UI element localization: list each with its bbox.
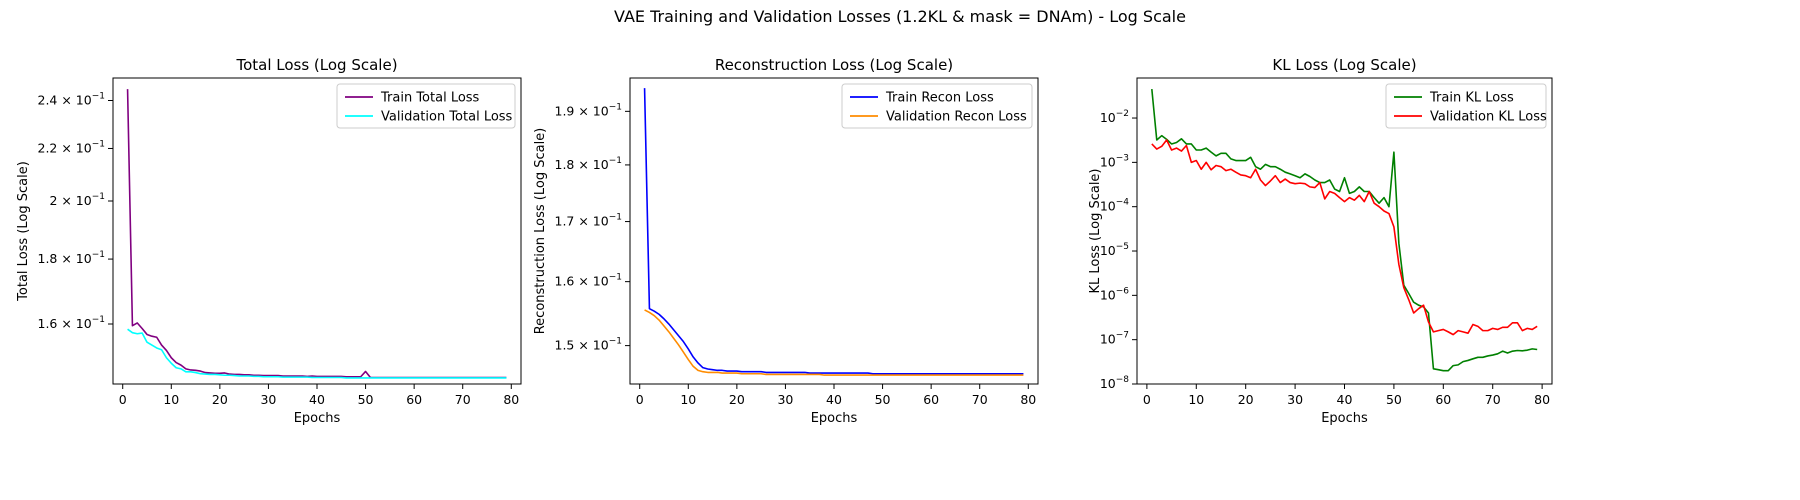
- legend: Train KL Loss Validation KL Loss: [1385, 83, 1547, 129]
- series-line-train-kl-loss: [1151, 89, 1538, 372]
- x-tick-label: 80: [1020, 392, 1036, 407]
- x-tick-label: 30: [1287, 392, 1303, 407]
- x-tick-label: 50: [1386, 392, 1402, 407]
- plot-frame: [112, 77, 522, 385]
- y-tick-label: 1.5 × 10−1: [555, 337, 623, 353]
- chart-panel-3: KL Loss (Log Scale) 0 10 20 30 40 50 60 70 80 10−8…: [1088, 56, 1553, 426]
- y-tick-label: 1.8 × 10−1: [555, 156, 623, 172]
- series-line-train-total-loss: [126, 89, 507, 379]
- x-tick-label: 80: [1534, 392, 1550, 407]
- chart-title: Total Loss (Log Scale): [235, 56, 397, 74]
- y-tick-label: 2 × 10−1: [49, 192, 105, 208]
- legend-entry: Train KL Loss: [1429, 91, 1514, 106]
- chart-title: Reconstruction Loss (Log Scale): [715, 56, 953, 74]
- y-tick-label: 1.9 × 10−1: [555, 102, 623, 118]
- chart-panel-2: Reconstruction Loss (Log Scale) 0 10 20 30 40…: [533, 56, 1039, 426]
- legend-entry: Validation Total Loss: [381, 110, 513, 125]
- legend-entry: Train Recon Loss: [885, 91, 994, 106]
- x-tick-label: 0: [1143, 392, 1151, 407]
- y-axis-label: Reconstruction Loss (Log Scale): [533, 128, 548, 335]
- chart-panel-1: Total Loss (Log Scale) 0 10 20 30 40 50 60 70 80 1…: [16, 56, 522, 426]
- y-axis-label: KL Loss (Log Scale): [1088, 168, 1103, 293]
- x-tick-label: 20: [1238, 392, 1254, 407]
- series-line-validation-recon-loss: [644, 309, 1024, 376]
- x-tick-label: 40: [826, 392, 842, 407]
- x-tick-label: 50: [358, 392, 374, 407]
- y-tick-label: 1.6 × 10−1: [555, 273, 623, 289]
- series-line-train-recon-loss: [643, 88, 1024, 375]
- x-tick-label: 20: [212, 392, 228, 407]
- y-tick-label: 2.2 × 10−1: [38, 139, 106, 155]
- y-tick-label: 10−4: [1100, 198, 1129, 214]
- x-tick-label: 40: [309, 392, 325, 407]
- plot-frame: [1136, 77, 1553, 385]
- x-tick-label: 10: [163, 392, 179, 407]
- y-tick-label: 10−6: [1100, 286, 1129, 302]
- x-tick-label: 30: [777, 392, 793, 407]
- x-tick-label: 80: [503, 392, 519, 407]
- x-axis-label: Epochs: [811, 411, 858, 426]
- chart-panels: Total Loss (Log Scale) 0 10 20 30 40 50 60 70 80 1…: [16, 56, 1553, 426]
- y-tick-label: 10−5: [1100, 242, 1129, 258]
- y-tick-label: 10−7: [1100, 331, 1129, 347]
- y-tick-label: 1.7 × 10−1: [555, 213, 623, 229]
- x-tick-label: 40: [1337, 392, 1353, 407]
- x-tick-label: 60: [406, 392, 422, 407]
- y-tick-label: 10−3: [1100, 153, 1129, 169]
- legend-box: [1385, 83, 1547, 129]
- x-tick-label: 0: [119, 392, 127, 407]
- legend-entry: Validation KL Loss: [1430, 110, 1547, 125]
- chart-title: KL Loss (Log Scale): [1272, 56, 1416, 74]
- legend: Train Recon Loss Validation Recon Loss: [841, 83, 1033, 129]
- x-tick-label: 70: [1485, 392, 1501, 407]
- x-axis-label: Epochs: [1321, 411, 1368, 426]
- x-tick-label: 10: [1188, 392, 1204, 407]
- x-tick-label: 60: [923, 392, 939, 407]
- series-line-validation-total-loss: [127, 328, 507, 379]
- x-tick-label: 20: [729, 392, 745, 407]
- y-tick-label: 10−8: [1100, 375, 1129, 391]
- plot-frame: [629, 77, 1039, 385]
- legend-box: [841, 83, 1033, 129]
- x-tick-label: 10: [680, 392, 696, 407]
- legend: Train Total Loss Validation Total Loss: [336, 83, 516, 129]
- legend-box: [336, 83, 516, 129]
- x-tick-label: 0: [636, 392, 644, 407]
- y-tick-label: 10−2: [1100, 109, 1129, 125]
- x-axis-label: Epochs: [294, 411, 341, 426]
- y-axis-label: Total Loss (Log Scale): [16, 161, 31, 302]
- y-tick-label: 2.4 × 10−1: [38, 92, 106, 108]
- series-line-validation-kl-loss: [1151, 139, 1538, 336]
- y-tick-label: 1.6 × 10−1: [38, 315, 106, 331]
- x-tick-label: 50: [875, 392, 891, 407]
- x-tick-label: 60: [1435, 392, 1451, 407]
- x-tick-label: 70: [972, 392, 988, 407]
- x-tick-label: 70: [455, 392, 471, 407]
- y-tick-label: 1.8 × 10−1: [38, 250, 106, 266]
- x-tick-label: 30: [260, 392, 276, 407]
- legend-entry: Train Total Loss: [380, 91, 480, 106]
- figure-suptitle: VAE Training and Validation Losses (1.2K…: [614, 7, 1186, 26]
- legend-entry: Validation Recon Loss: [886, 110, 1027, 125]
